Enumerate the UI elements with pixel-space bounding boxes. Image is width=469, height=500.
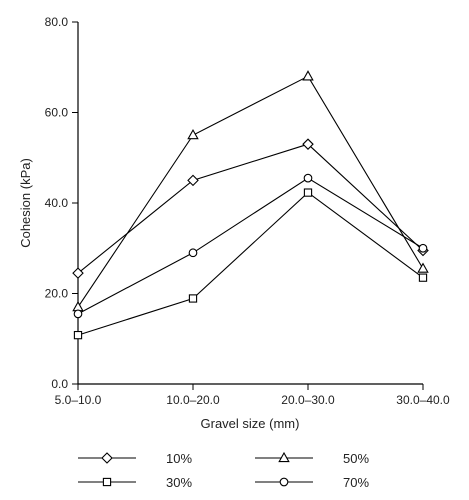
- data-point-diamond: [187, 174, 199, 187]
- series-group: [72, 70, 429, 340]
- legend-label: 50%: [343, 451, 369, 466]
- axes: 0.0 20.0 40.0 60.0 80.0 5.0–10.0 10.0–20.0 20.0…: [18, 15, 450, 431]
- y-tick-label: 40.0: [45, 196, 69, 210]
- legend-item: 70%: [255, 475, 369, 490]
- data-point-circle: [418, 243, 428, 253]
- series-line: [77, 191, 424, 336]
- x-axis-title: Gravel size (mm): [201, 416, 300, 431]
- data-point-circle: [73, 309, 83, 319]
- series-50pct: [72, 70, 429, 312]
- data-point-square: [303, 188, 313, 197]
- y-axis-title: Cohesion (kPa): [18, 158, 33, 248]
- data-point-square: [418, 273, 428, 282]
- data-point-triangle: [72, 300, 84, 312]
- data-point-diamond: [302, 138, 314, 150]
- data-point-circle: [303, 173, 313, 183]
- x-tick-label: 30.0–40.0: [396, 393, 450, 407]
- legend-marker-diamond: [101, 452, 113, 464]
- x-tick-label: 10.0–20.0: [166, 393, 220, 407]
- series-70pct: [73, 173, 428, 319]
- legend-item: 50%: [255, 451, 369, 466]
- legend: 10% 30% 50% 70%: [78, 451, 369, 490]
- y-tick-label: 20.0: [45, 287, 69, 301]
- data-point-square: [73, 330, 83, 340]
- x-tick-label: 5.0–10.0: [55, 393, 102, 407]
- series-line: [77, 143, 424, 274]
- y-tick-label: 80.0: [45, 15, 69, 29]
- series-line: [77, 177, 424, 315]
- series-30pct: [73, 188, 428, 340]
- data-point-triangle: [302, 70, 314, 81]
- data-point-triangle: [187, 128, 199, 140]
- data-point-square: [188, 294, 198, 303]
- legend-item: 10%: [78, 451, 192, 466]
- legend-marker-triangle: [278, 451, 290, 463]
- data-point-diamond: [72, 267, 84, 279]
- legend-label: 70%: [343, 475, 369, 490]
- legend-marker-square: [102, 477, 112, 487]
- legend-marker-circle: [279, 477, 289, 487]
- x-tick-label: 20.0–30.0: [281, 393, 335, 407]
- legend-label: 10%: [166, 451, 192, 466]
- data-point-circle: [188, 248, 198, 258]
- series-10pct: [72, 138, 429, 279]
- y-tick-label: 60.0: [45, 106, 69, 120]
- y-tick-label: 0.0: [51, 377, 68, 391]
- series-line: [77, 75, 424, 308]
- data-point-triangle: [417, 262, 429, 273]
- legend-item: 30%: [78, 475, 192, 490]
- legend-label: 30%: [166, 475, 192, 490]
